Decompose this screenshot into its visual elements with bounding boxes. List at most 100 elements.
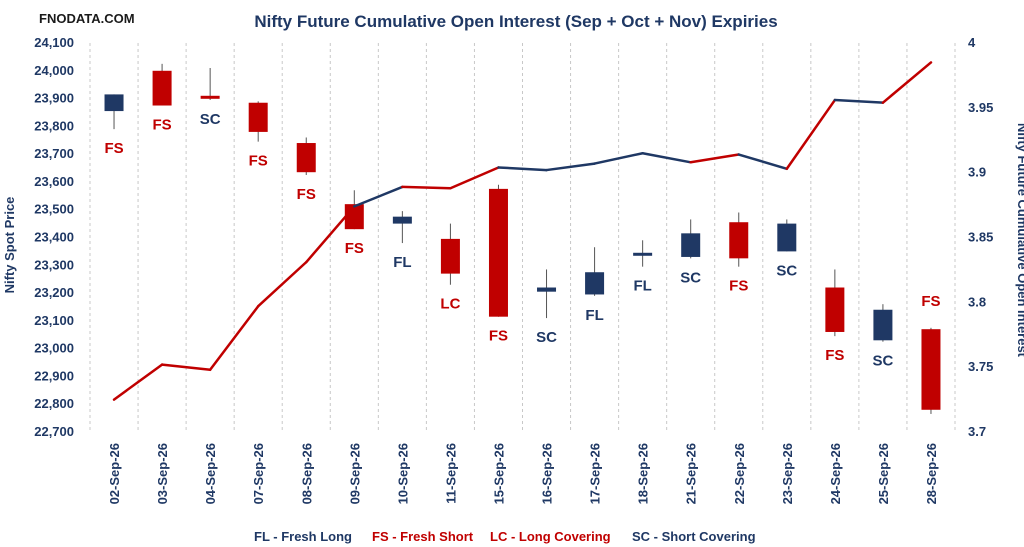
oi-line-segment: [256, 260, 308, 308]
y-tick-label: 23,700: [34, 146, 74, 161]
y2-tick-label: 3.85: [968, 230, 993, 245]
candle-body: [104, 94, 124, 112]
y2-tick-label: 3.95: [968, 100, 993, 115]
position-tag: FS: [729, 278, 748, 295]
y-tick-label: 23,600: [34, 174, 74, 189]
candlesticks: [104, 63, 941, 414]
grid-lines: [89, 43, 956, 432]
y2-tick-label: 3.7: [968, 424, 986, 439]
x-tick-label: 18-Sep-26: [636, 443, 651, 504]
oi-line-segment: [641, 151, 692, 164]
oi-line-segment: [785, 98, 837, 171]
legend: FL - Fresh Long FS - Fresh Short LC - Long…: [254, 529, 756, 544]
position-tag: SC: [776, 262, 797, 279]
x-tick-label: 04-Sep-26: [203, 443, 218, 504]
position-tag: FS: [921, 293, 940, 310]
y-tick-label: 23,900: [34, 91, 74, 106]
position-tag: FS: [297, 186, 316, 203]
oi-line-segment: [737, 153, 789, 171]
oi-line-segment: [160, 363, 212, 372]
x-tick-label: 23-Sep-26: [780, 443, 795, 504]
y-tick-label: 24,000: [34, 63, 74, 78]
legend-entry: FL - Fresh Long: [254, 529, 352, 544]
y-tick-label: 23,800: [34, 118, 74, 133]
y-tick-label: 23,200: [34, 285, 74, 300]
x-tick-label: 16-Sep-26: [540, 443, 555, 504]
legend-entry: LC - Long Covering: [490, 529, 611, 544]
candle-body: [537, 287, 557, 292]
oi-line-segment: [881, 61, 933, 104]
position-tag: FS: [825, 347, 844, 364]
y2-tick-label: 4: [968, 35, 976, 50]
candle-body: [921, 329, 941, 410]
position-tag: FS: [489, 328, 508, 345]
position-tag: SC: [536, 329, 557, 346]
y-tick-label: 22,800: [34, 396, 74, 411]
x-tick-label: 08-Sep-26: [299, 443, 314, 504]
x-tick-label: 24-Sep-26: [828, 443, 843, 504]
position-tag: FL: [393, 254, 411, 271]
position-tag: FS: [249, 153, 268, 170]
candle-body: [585, 272, 605, 295]
candle-body: [392, 216, 412, 224]
position-tags: FS FS SC FS FS FS FL LC FS SC FL FL SC FS SC FS SC FS: [104, 111, 940, 370]
y2-axis-label: Nifty Future Cumulative Open Interest: [1015, 123, 1024, 358]
x-tick-label: 09-Sep-26: [347, 443, 362, 504]
x-tick-label: 21-Sep-26: [684, 443, 699, 504]
candle-body: [873, 309, 893, 341]
y2-tick-label: 3.75: [968, 359, 993, 374]
position-tag: FS: [152, 117, 171, 134]
y-tick-label: 24,100: [34, 35, 74, 50]
x-tick-label: 22-Sep-26: [732, 443, 747, 504]
y-tick-label: 23,400: [34, 230, 74, 245]
brand-logo: FNODATA.COM: [39, 11, 135, 26]
position-tag: LC: [440, 296, 460, 313]
position-tag: SC: [872, 353, 893, 370]
candle-body: [152, 70, 172, 106]
y-tick-label: 23,000: [34, 341, 74, 356]
candle-body: [296, 143, 316, 173]
oi-line-segment: [208, 304, 260, 372]
candle-body: [488, 188, 508, 317]
position-tag: FL: [633, 278, 651, 295]
position-tag: FL: [585, 307, 603, 324]
x-tick-label: 10-Sep-26: [395, 443, 410, 504]
candle-body: [248, 102, 268, 132]
y-tick-label: 22,700: [34, 424, 74, 439]
candle-body: [440, 238, 460, 274]
candle-body: [777, 223, 797, 252]
x-tick-label: 07-Sep-26: [251, 443, 266, 504]
position-tag: FS: [345, 240, 364, 257]
position-tag: FS: [104, 140, 123, 157]
x-tick-label: 28-Sep-26: [924, 443, 939, 504]
oi-line-segment: [689, 153, 740, 164]
x-tick-label: 03-Sep-26: [155, 443, 170, 504]
y2-tick-label: 3.9: [968, 165, 986, 180]
oi-line-segment: [112, 363, 164, 401]
position-tag: SC: [200, 111, 221, 128]
x-tick-label: 11-Sep-26: [443, 443, 458, 504]
y-tick-label: 23,300: [34, 257, 74, 272]
y2-tick-label: 3.8: [968, 294, 986, 309]
oi-line-segment: [449, 166, 500, 190]
y-tick-label: 23,100: [34, 313, 74, 328]
x-tick-label: 17-Sep-26: [588, 443, 603, 504]
x-tick-label: 15-Sep-26: [491, 443, 506, 504]
position-tag: SC: [680, 269, 701, 286]
x-tick-label: 02-Sep-26: [107, 443, 122, 504]
oi-line-segment: [593, 151, 644, 165]
y-tick-label: 23,500: [34, 202, 74, 217]
oi-line-segment: [833, 98, 885, 104]
x-tick-label: 25-Sep-26: [876, 443, 891, 504]
chart-title: Nifty Future Cumulative Open Interest (S…: [254, 12, 777, 31]
oi-line-segment: [401, 185, 452, 190]
candle-body: [200, 95, 220, 99]
legend-entry: SC - Short Covering: [632, 529, 756, 544]
oi-line-segment: [305, 205, 356, 264]
y-axis-ticks: 22,700 22,800 22,900 23,000 23,100 23,200 23,3…: [34, 35, 74, 439]
oi-line-segment: [497, 166, 548, 172]
y-tick-label: 22,900: [34, 368, 74, 383]
candle-body: [681, 233, 701, 257]
candle-body: [825, 287, 845, 332]
